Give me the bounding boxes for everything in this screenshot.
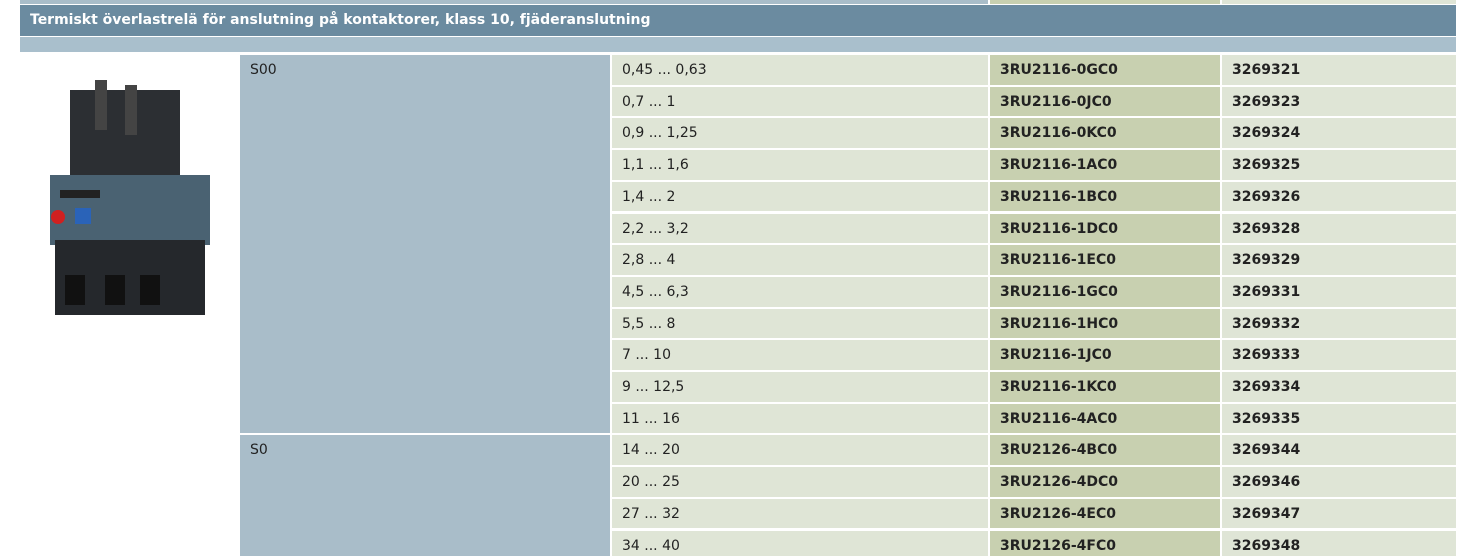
- current-range: 1,4 ... 2: [612, 182, 988, 212]
- current-range: 5,5 ... 8: [612, 309, 988, 339]
- article-number: 3RU2116-1DC0: [990, 214, 1220, 244]
- current-range: 0,45 ... 0,63: [612, 55, 988, 85]
- order-code: 3269326: [1222, 182, 1456, 212]
- current-range: 1,1 ... 1,6: [612, 150, 988, 180]
- order-code: 3269328: [1222, 214, 1456, 244]
- size-cell: S0: [240, 435, 610, 556]
- current-range: 20 ... 25: [612, 467, 988, 497]
- article-number: 3RU2116-4AC0: [990, 404, 1220, 434]
- page: Termiskt överlastrelä för anslutning på …: [0, 0, 1462, 556]
- article-number: 3RU2116-0KC0: [990, 118, 1220, 148]
- article-number: 3RU2126-4EC0: [990, 499, 1220, 529]
- current-range: 7 ... 10: [612, 340, 988, 370]
- current-range: 0,9 ... 1,25: [612, 118, 988, 148]
- order-code: 3269323: [1222, 87, 1456, 117]
- section-header: Termiskt överlastrelä för anslutning på …: [20, 5, 1456, 36]
- article-number: 3RU2126-4BC0: [990, 435, 1220, 465]
- current-range: 27 ... 32: [612, 499, 988, 529]
- order-code: 3269346: [1222, 467, 1456, 497]
- header-band: [20, 37, 1456, 52]
- article-number: 3RU2116-1KC0: [990, 372, 1220, 402]
- size-cell: S00: [240, 55, 610, 433]
- article-number: 3RU2126-4FC0: [990, 531, 1220, 556]
- current-range: 14 ... 20: [612, 435, 988, 465]
- order-code: 3269332: [1222, 309, 1456, 339]
- order-code: 3269321: [1222, 55, 1456, 85]
- article-number: 3RU2116-1BC0: [990, 182, 1220, 212]
- order-code: 3269348: [1222, 531, 1456, 556]
- current-range: 0,7 ... 1: [612, 87, 988, 117]
- order-code: 3269335: [1222, 404, 1456, 434]
- article-number: 3RU2116-1GC0: [990, 277, 1220, 307]
- current-range: 4,5 ... 6,3: [612, 277, 988, 307]
- top-strip: [1222, 0, 1456, 4]
- current-range: 11 ... 16: [612, 404, 988, 434]
- current-range: 9 ... 12,5: [612, 372, 988, 402]
- article-number: 3RU2116-0JC0: [990, 87, 1220, 117]
- order-code: 3269334: [1222, 372, 1456, 402]
- order-code: 3269347: [1222, 499, 1456, 529]
- top-strip: [990, 0, 1220, 4]
- top-strip: [20, 0, 988, 4]
- current-range: 2,2 ... 3,2: [612, 214, 988, 244]
- article-number: 3RU2116-1EC0: [990, 245, 1220, 275]
- product-image: [40, 80, 220, 320]
- current-range: 2,8 ... 4: [612, 245, 988, 275]
- order-code: 3269329: [1222, 245, 1456, 275]
- article-number: 3RU2126-4DC0: [990, 467, 1220, 497]
- order-code: 3269333: [1222, 340, 1456, 370]
- order-code: 3269325: [1222, 150, 1456, 180]
- article-number: 3RU2116-1HC0: [990, 309, 1220, 339]
- article-number: 3RU2116-1AC0: [990, 150, 1220, 180]
- current-range: 34 ... 40: [612, 531, 988, 556]
- order-code: 3269344: [1222, 435, 1456, 465]
- article-number: 3RU2116-1JC0: [990, 340, 1220, 370]
- order-code: 3269324: [1222, 118, 1456, 148]
- article-number: 3RU2116-0GC0: [990, 55, 1220, 85]
- order-code: 3269331: [1222, 277, 1456, 307]
